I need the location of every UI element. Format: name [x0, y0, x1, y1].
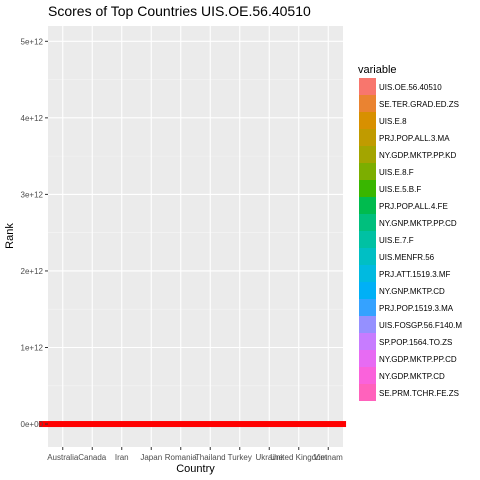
legend-key [359, 316, 376, 333]
x-tick-label: Australia [47, 453, 79, 462]
legend-key [359, 282, 376, 299]
chart-title: Scores of Top Countries UIS.OE.56.40510 [48, 3, 311, 19]
legend-label: NY.GDP.MKTP.PP.CD [379, 355, 457, 364]
legend-key [359, 265, 376, 282]
bar-thailand [195, 421, 225, 428]
x-tick-label: Canada [78, 453, 107, 462]
bar-romania [166, 421, 196, 428]
bar-united-kingdom [284, 421, 314, 428]
bar-iran [107, 421, 137, 428]
y-axis-title: Rank [4, 223, 16, 249]
legend-label: PRJ.ATT.1519.3.MF [379, 270, 451, 279]
legend-key [359, 367, 376, 384]
legend: variable UIS.OE.56.40510 SE.TER.GRAD.ED.Z… [358, 64, 462, 401]
bar-canada [77, 421, 107, 428]
x-tick-label: Japan [140, 453, 162, 462]
y-tick-label: 4e+12 [21, 114, 44, 123]
legend-label: PRJ.POP.ALL.3.MA [379, 134, 450, 143]
legend-key [359, 248, 376, 265]
legend-key [359, 78, 376, 95]
legend-label: UIS.FOSGP.56.F140.M [379, 321, 462, 330]
y-tick-label: 3e+12 [21, 190, 44, 199]
legend-key [359, 112, 376, 129]
legend-key [359, 95, 376, 112]
y-tick-label: 2e+12 [21, 267, 44, 276]
legend-label: UIS.E.8 [379, 117, 407, 126]
x-tick-label: United Kingdom [270, 453, 327, 462]
x-tick-label: Thailand [195, 453, 226, 462]
legend-label: UIS.OE.56.40510 [379, 83, 442, 92]
legend-key [359, 350, 376, 367]
legend-key [359, 384, 376, 401]
y-axis: 0e+00 1e+12 2e+12 3e+12 4e+12 5e+12 [21, 37, 48, 429]
legend-key [359, 299, 376, 316]
y-tick-label: 0e+00 [21, 420, 44, 429]
legend-label: UIS.E.7.F [379, 236, 414, 245]
legend-label: PRJ.POP.ALL.4.FE [379, 202, 448, 211]
legend-key [359, 163, 376, 180]
legend-key [359, 197, 376, 214]
bar-japan [136, 421, 166, 428]
legend-label: PRJ.POP.1519.3.MA [379, 304, 454, 313]
legend-label: SE.TER.GRAD.ED.ZS [379, 100, 459, 109]
legend-label: NY.GDP.MKTP.PP.KD [379, 151, 456, 160]
x-tick-label: Turkey [228, 453, 252, 462]
x-axis-title: Country [176, 463, 215, 475]
legend-label: UIS.MENFR.56 [379, 253, 435, 262]
x-tick-label: Vietnam [314, 453, 344, 462]
legend-label: NY.GNP.MKTP.CD [379, 287, 445, 296]
bar-australia [38, 421, 78, 428]
bar-vietnam [313, 421, 347, 428]
legend-label: UIS.E.5.B.F [379, 185, 421, 194]
x-tick-label: Romania [165, 453, 198, 462]
legend-label: SP.POP.1564.TO.ZS [379, 338, 452, 347]
legend-key [359, 180, 376, 197]
legend-label: NY.GNP.MKTP.PP.CD [379, 219, 457, 228]
legend-label: NY.GDP.MKTP.CD [379, 372, 445, 381]
grid-lines [48, 26, 343, 447]
legend-key [359, 146, 376, 163]
x-tick-label: Iran [115, 453, 129, 462]
legend-title: variable [358, 64, 397, 76]
bar-turkey [225, 421, 255, 428]
x-tick-label: Ukraine [255, 453, 283, 462]
legend-label: UIS.E.8.F [379, 168, 414, 177]
legend-key [359, 129, 376, 146]
data-marks [38, 421, 347, 428]
bar-ukraine [254, 421, 284, 428]
y-tick-label: 5e+12 [21, 37, 44, 46]
legend-key [359, 231, 376, 248]
y-tick-label: 1e+12 [21, 343, 44, 352]
plot-panel [48, 26, 343, 447]
legend-key [359, 214, 376, 231]
legend-label: SE.PRM.TCHR.FE.ZS [379, 389, 459, 398]
legend-key [359, 333, 376, 350]
